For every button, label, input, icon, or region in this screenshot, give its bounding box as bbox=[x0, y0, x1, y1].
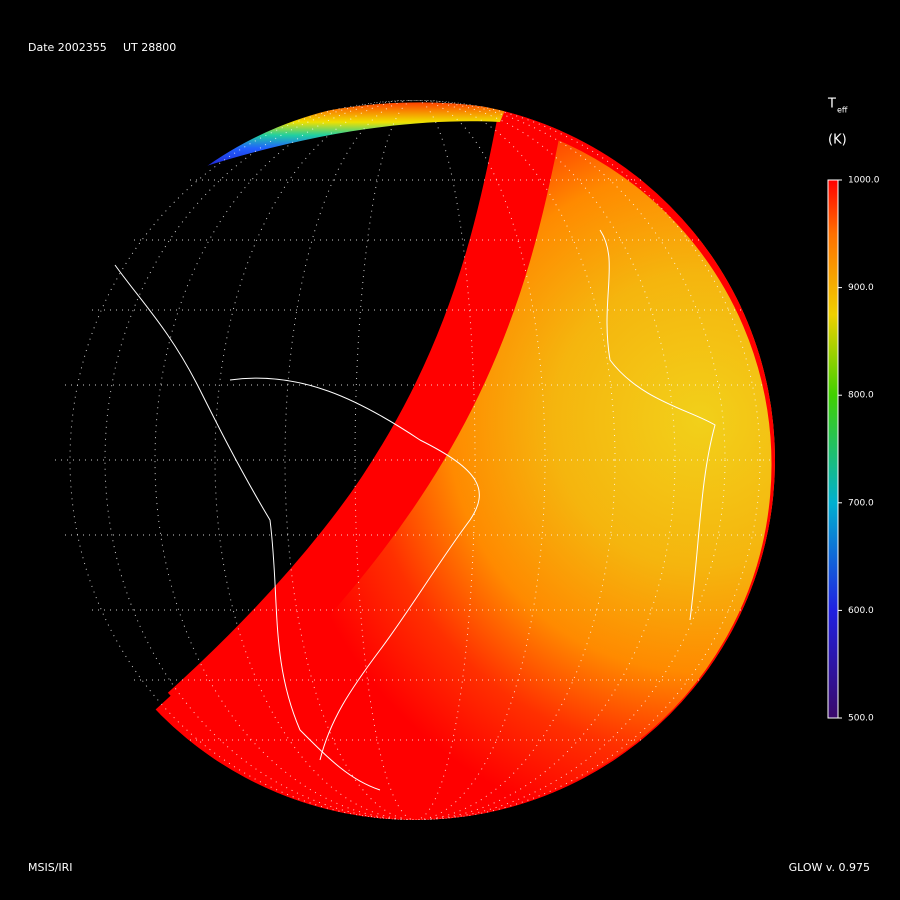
graticule bbox=[55, 100, 775, 820]
colorbar-tick-label: 800.0 bbox=[848, 391, 874, 401]
date-label: Date 2002355 bbox=[28, 41, 107, 54]
polar-region bbox=[192, 102, 505, 168]
terminator-band bbox=[167, 109, 563, 738]
colorbar-tick-label: 700.0 bbox=[848, 498, 874, 508]
globe bbox=[55, 100, 775, 820]
day-side bbox=[149, 106, 775, 820]
colorbar-symbol: T bbox=[827, 97, 836, 112]
colorbar-ticks: 1000.0 900.0 800.0 700.0 600.0 500.0 bbox=[838, 176, 880, 724]
colorbar-tick-label: 500.0 bbox=[848, 714, 874, 724]
colorbar-tick-label: 1000.0 bbox=[848, 176, 880, 186]
colorbar bbox=[827, 179, 839, 719]
coastlines bbox=[114, 229, 716, 791]
colorbar-subscript: eff bbox=[837, 106, 848, 115]
ut-label: UT 28800 bbox=[123, 41, 176, 54]
footer-left: MSIS/IRI bbox=[28, 861, 73, 874]
colorbar-unit: (K) bbox=[828, 133, 847, 148]
colorbar-tick-label: 900.0 bbox=[848, 283, 874, 293]
colorbar-tick-label: 600.0 bbox=[848, 606, 874, 616]
footer-right: GLOW v. 0.975 bbox=[789, 861, 870, 874]
